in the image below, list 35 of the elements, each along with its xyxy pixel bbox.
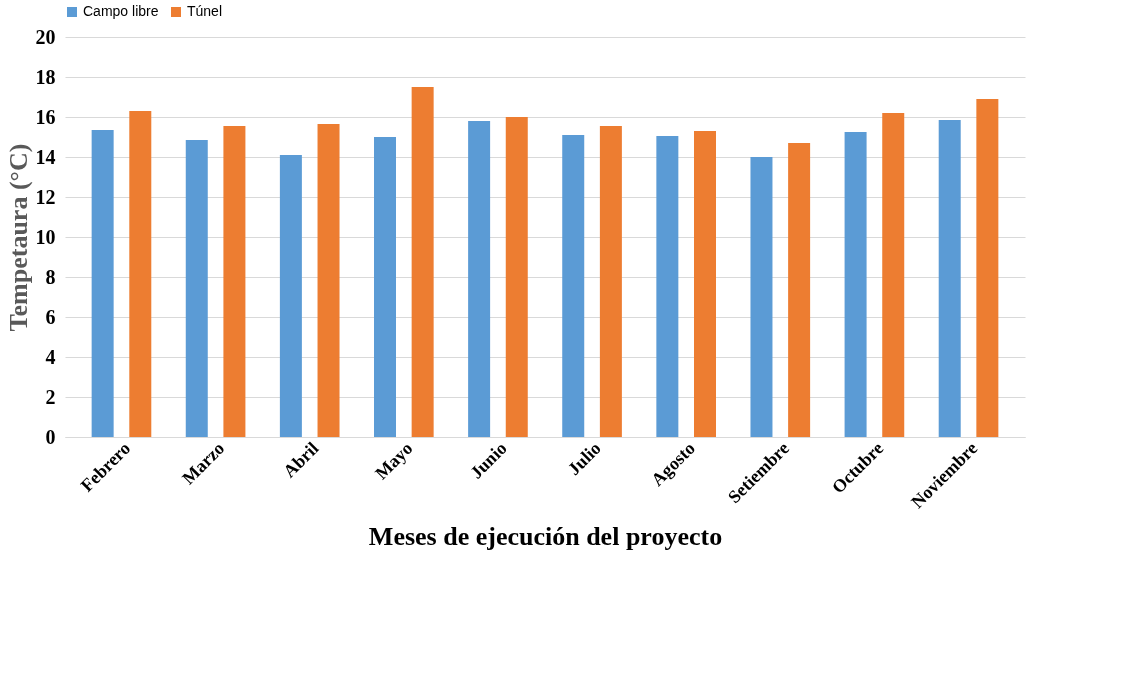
bar: [185, 140, 208, 437]
bar: [938, 120, 961, 437]
bar: [223, 126, 246, 437]
bar: [317, 124, 340, 437]
legend-label: Túnel: [187, 3, 223, 19]
bar: [129, 111, 152, 437]
bar: [411, 87, 434, 437]
y-tick-label: 10: [35, 225, 56, 248]
y-tick-label: 14: [35, 145, 56, 168]
bar: [656, 136, 679, 437]
y-axis-title: Tempetaura (°C): [3, 143, 33, 332]
bar: [750, 157, 773, 437]
bar: [91, 130, 114, 437]
bar: [505, 117, 528, 437]
bar: [374, 137, 396, 437]
bar: [468, 121, 491, 437]
x-axis-title: Meses de ejecución del proyecto: [368, 522, 723, 552]
bar: [562, 135, 585, 437]
bar: [694, 131, 716, 437]
y-tick-label: 0: [45, 425, 56, 448]
bar: [882, 113, 905, 437]
y-tick-label: 2: [45, 385, 56, 408]
bar: [599, 126, 622, 437]
bar: [976, 99, 999, 437]
bar: [844, 132, 867, 437]
y-tick-label: 18: [35, 65, 56, 88]
legend-label: Campo libre: [83, 3, 159, 19]
y-tick-label: 20: [35, 25, 56, 48]
y-tick-label: 4: [45, 345, 56, 368]
bar: [279, 155, 302, 437]
y-tick-label: 12: [35, 185, 56, 208]
y-tick-label: 8: [45, 265, 56, 288]
bar: [788, 143, 811, 437]
y-tick-label: 16: [35, 105, 56, 128]
y-tick-label: 6: [45, 305, 56, 328]
